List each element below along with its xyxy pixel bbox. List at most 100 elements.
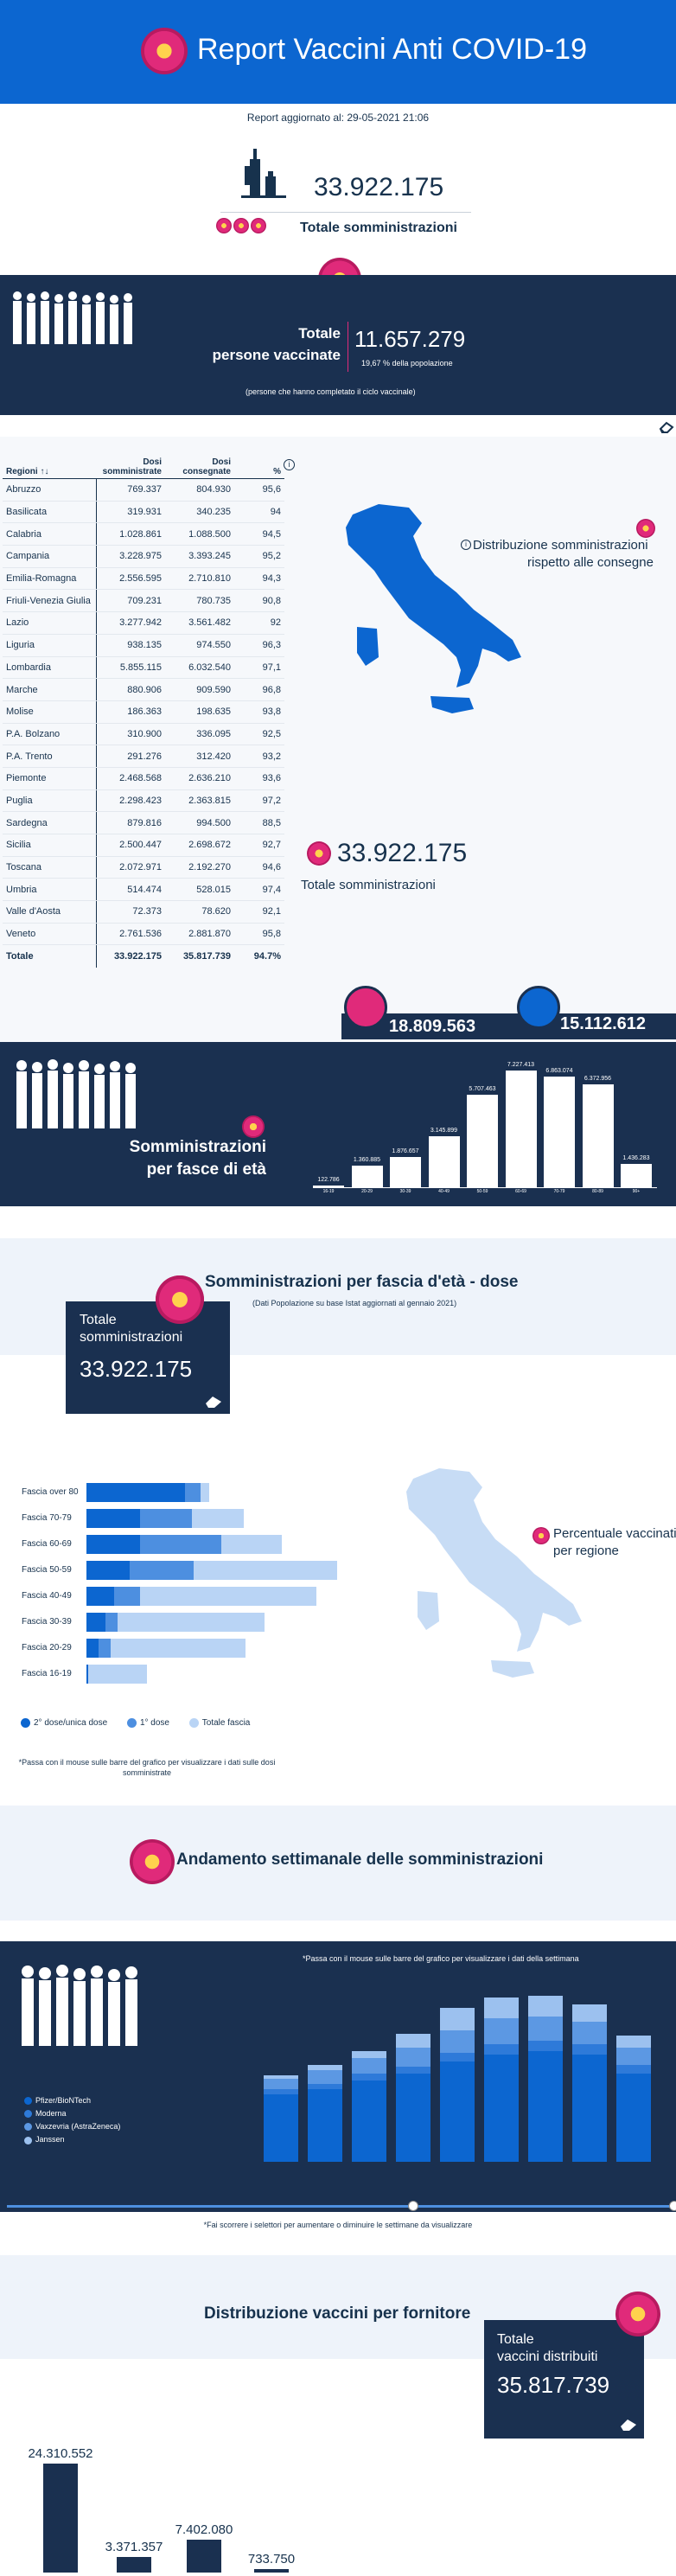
fascia-bar-dose2[interactable] [86, 1535, 140, 1554]
table-row[interactable]: Calabria 1.028.861 1.088.500 94,5 [3, 522, 284, 547]
week-bar-segment[interactable] [572, 2044, 607, 2055]
table-row[interactable]: P.A. Bolzano 310.900 336.095 92,5 [3, 723, 284, 746]
week-bar-segment[interactable] [308, 2065, 342, 2070]
slider-handle[interactable] [669, 2201, 676, 2211]
week-bar-segment[interactable] [352, 2074, 386, 2081]
table-row[interactable]: Molise 186.363 198.635 93,8 [3, 700, 284, 724]
week-bar-segment[interactable] [308, 2070, 342, 2084]
week-bar-segment[interactable] [616, 2036, 651, 2048]
fornitore-bar-chart[interactable]: 24.310.552 3.371.357 7.402.080 733.750 [26, 2430, 320, 2576]
week-bar-segment[interactable] [396, 2074, 430, 2162]
age-bar[interactable] [544, 1076, 575, 1187]
week-bar-segment[interactable] [528, 2041, 563, 2051]
fascia-bar-dose2[interactable] [86, 1561, 130, 1580]
age-bar[interactable] [505, 1071, 537, 1187]
age-bar[interactable] [428, 1136, 460, 1187]
age-bar[interactable] [313, 1185, 344, 1187]
week-bar-segment[interactable] [264, 2079, 298, 2089]
week-bar-segment[interactable] [396, 2034, 430, 2048]
table-row[interactable]: Puglia 2.298.423 2.363.815 97,2 [3, 789, 284, 813]
age-bar[interactable] [582, 1084, 614, 1187]
table-row[interactable]: Lazio 3.277.942 3.561.482 92 [3, 611, 284, 635]
week-bar-segment[interactable] [396, 2048, 430, 2067]
legend-item[interactable]: 1° dose [126, 1718, 169, 1728]
legend-item[interactable]: Moderna [24, 2109, 120, 2119]
fascia-bar-dose2[interactable] [86, 1509, 140, 1528]
fornitore-bar[interactable] [254, 2569, 289, 2573]
settimanale-stacked-chart[interactable] [259, 1985, 657, 2170]
italy-map[interactable] [327, 497, 534, 731]
week-bar-segment[interactable] [352, 2058, 386, 2074]
table-row[interactable]: Marche 880.906 909.590 96,8 [3, 678, 284, 701]
slider-handle[interactable] [408, 2201, 418, 2211]
table-row[interactable]: Lombardia 5.855.115 6.032.540 97,1 [3, 656, 284, 680]
week-bar-segment[interactable] [528, 1996, 563, 2017]
week-bar-segment[interactable] [352, 2051, 386, 2058]
column-header[interactable]: Dosi consegnate [165, 456, 234, 479]
fornitore-bar[interactable] [43, 2463, 78, 2573]
eraser-icon[interactable] [659, 420, 674, 434]
eraser-icon[interactable] [204, 1394, 223, 1409]
legend-item[interactable]: Totale fascia [188, 1718, 250, 1728]
week-bar-segment[interactable] [484, 2018, 519, 2044]
week-range-slider[interactable] [7, 2205, 674, 2208]
week-bar-segment[interactable] [484, 2055, 519, 2162]
fascia-bar-totale[interactable] [86, 1665, 147, 1684]
age-bar[interactable] [467, 1095, 498, 1187]
legend-item[interactable]: Vaxzevria (AstraZeneca) [24, 2122, 120, 2132]
table-row[interactable]: Sicilia 2.500.447 2.698.672 92,7 [3, 834, 284, 857]
legend-item[interactable]: Pfizer/BioNTech [24, 2096, 120, 2106]
eta-bar-chart[interactable]: 122.786 16-19 1.360.885 20-29 1.876.657 30-39… [313, 1059, 659, 1198]
week-bar-segment[interactable] [440, 2008, 475, 2030]
week-bar-segment[interactable] [616, 2048, 651, 2065]
table-row[interactable]: Campania 3.228.975 3.393.245 95,2 [3, 545, 284, 568]
week-bar-segment[interactable] [264, 2094, 298, 2162]
table-row[interactable]: Emilia-Romagna 2.556.595 2.710.810 94,3 [3, 567, 284, 591]
legend-item[interactable]: 2° dose/unica dose [21, 1718, 107, 1728]
week-bar-segment[interactable] [264, 2089, 298, 2094]
fascia-bar-dose2[interactable] [86, 1587, 114, 1606]
week-bar-segment[interactable] [572, 2004, 607, 2022]
fascia-bar-totale[interactable] [86, 1613, 265, 1632]
legend-item[interactable]: Janssen [24, 2135, 120, 2145]
table-row[interactable]: Veneto 2.761.536 2.881.870 95,8 [3, 923, 284, 946]
map-info-icon[interactable]: i [461, 540, 471, 550]
fornitore-bar[interactable] [117, 2557, 151, 2573]
column-header[interactable]: Dosi somministrate [96, 456, 165, 479]
fascia-hbar-chart[interactable]: Fascia over 80 Fascia 70-79 Fascia 60-69 Fa… [17, 1483, 346, 1691]
week-bar-segment[interactable] [484, 1998, 519, 2018]
age-bar[interactable] [621, 1164, 652, 1187]
week-bar-segment[interactable] [528, 2017, 563, 2041]
table-row[interactable]: Umbria 514.474 528.015 97,4 [3, 878, 284, 902]
table-row[interactable]: Abruzzo 769.337 804.930 95,6 [3, 478, 284, 502]
table-row[interactable]: P.A. Trento 291.276 312.420 93,2 [3, 745, 284, 768]
week-bar-segment[interactable] [484, 2044, 519, 2055]
table-row[interactable]: Sardegna 879.816 994.500 88,5 [3, 811, 284, 834]
fascia-bar-dose2[interactable] [86, 1639, 99, 1658]
fornitore-bar[interactable] [187, 2539, 221, 2573]
week-bar-segment[interactable] [572, 2055, 607, 2162]
fascia-bar-dose2[interactable] [86, 1483, 185, 1502]
info-icon[interactable]: i [284, 459, 295, 470]
week-bar-segment[interactable] [616, 2074, 651, 2162]
week-bar-segment[interactable] [528, 2051, 563, 2162]
table-row[interactable]: Piemonte 2.468.568 2.636.210 93,6 [3, 767, 284, 790]
fascia-bar-totale[interactable] [86, 1587, 316, 1606]
week-bar-segment[interactable] [616, 2065, 651, 2074]
fascia-bar-totale[interactable] [86, 1639, 246, 1658]
age-bar[interactable] [390, 1156, 421, 1187]
week-bar-segment[interactable] [440, 2030, 475, 2053]
table-row[interactable]: Basilicata 319.931 340.235 94 [3, 501, 284, 524]
week-bar-segment[interactable] [440, 2053, 475, 2061]
week-bar-segment[interactable] [352, 2081, 386, 2162]
week-bar-segment[interactable] [308, 2084, 342, 2089]
table-row[interactable]: Valle d'Aosta 72.373 78.620 92,1 [3, 900, 284, 924]
table-row[interactable]: Friuli-Venezia Giulia 709.231 780.735 90,8 [3, 589, 284, 613]
fascia-bar-dose2[interactable] [86, 1665, 88, 1684]
table-row[interactable]: Liguria 938.135 974.550 96,3 [3, 634, 284, 657]
week-bar-segment[interactable] [264, 2075, 298, 2079]
fascia-bar-dose2[interactable] [86, 1613, 105, 1632]
italy-map-vaccinati[interactable] [387, 1461, 595, 1695]
week-bar-segment[interactable] [572, 2022, 607, 2044]
column-header[interactable]: % [234, 456, 284, 479]
